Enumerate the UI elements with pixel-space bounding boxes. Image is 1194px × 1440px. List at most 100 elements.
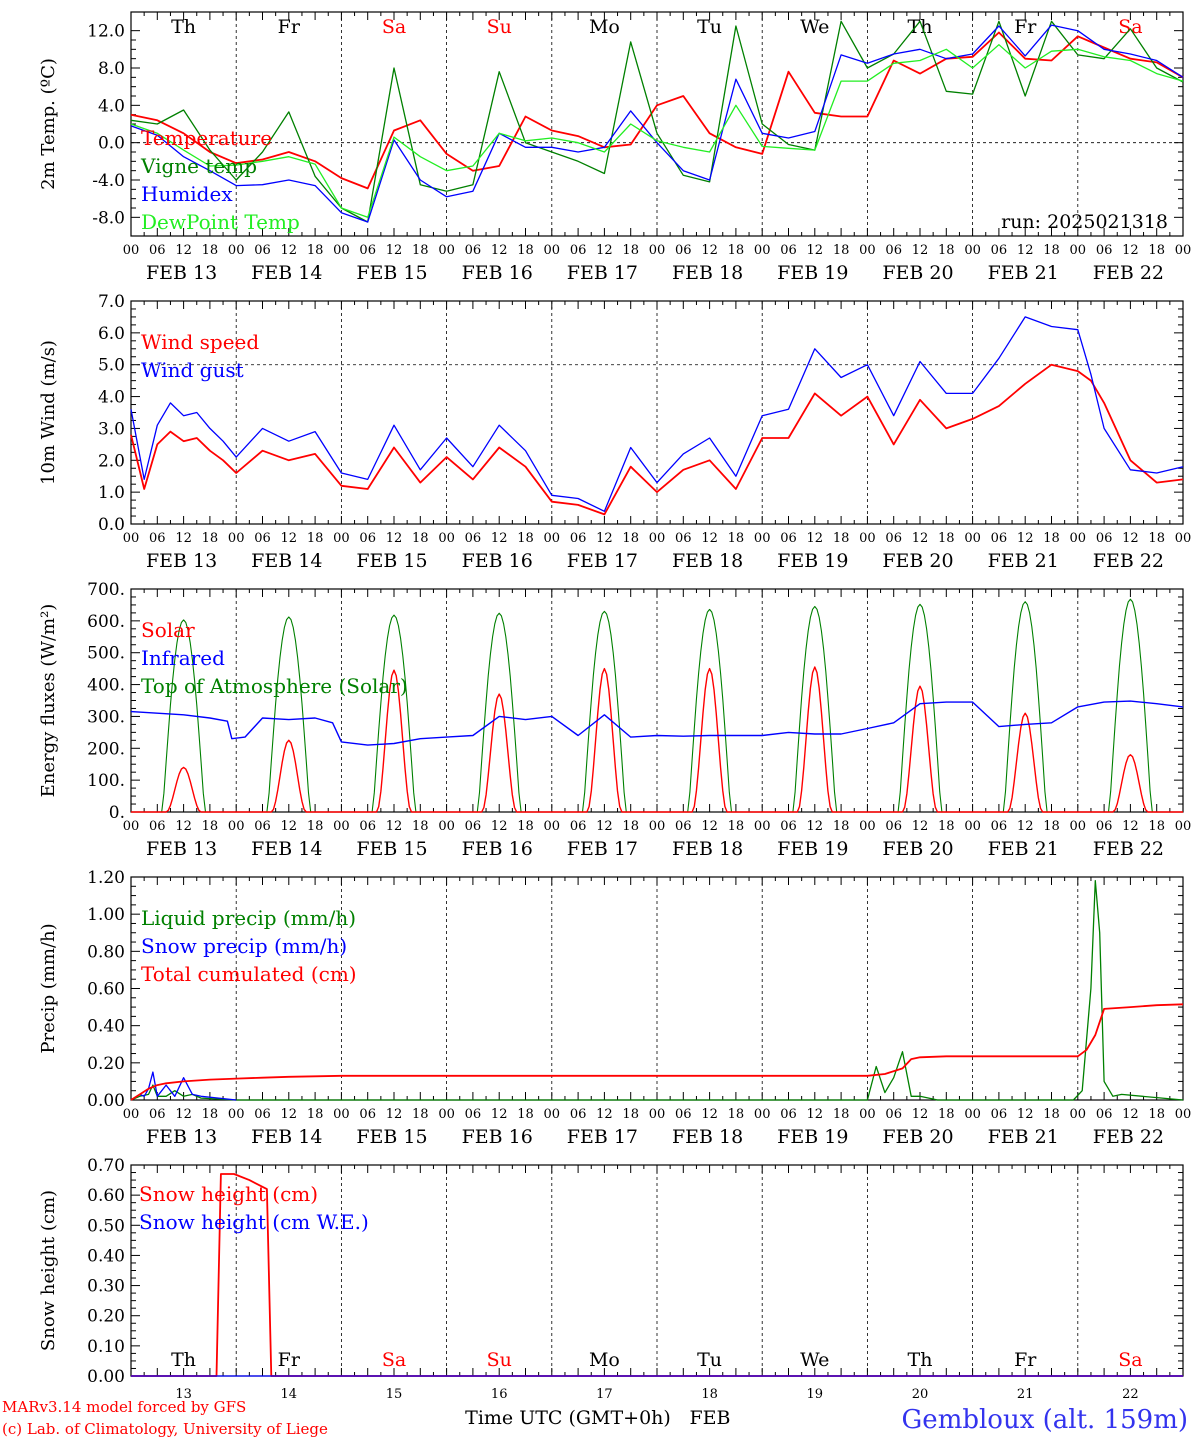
- energy-frame: [130, 588, 1184, 813]
- precip-ylabel: Precip (mm/h): [38, 923, 59, 1053]
- wind-hour-label: 12: [1017, 531, 1034, 546]
- precip-legend-entry: Snow precip (mm/h): [141, 934, 347, 958]
- temp-date-label: FEB 20: [882, 262, 953, 284]
- energy-hour-label: 06: [570, 819, 587, 834]
- precip-date-label: FEB 21: [988, 1126, 1059, 1148]
- wind-date-label: FEB 17: [567, 550, 638, 572]
- wind-hour-label: 12: [281, 531, 298, 546]
- temp-day-name: Sa: [1118, 16, 1142, 38]
- precip-date-label: FEB 14: [251, 1126, 322, 1148]
- energy-hour-label: 00: [228, 819, 245, 834]
- temp-ytick-label: 0.0: [98, 134, 125, 154]
- energy-hour-label-end: 00: [1175, 819, 1192, 834]
- snow-day-number: 21: [1017, 1387, 1034, 1402]
- temp-date-label: FEB 21: [988, 262, 1059, 284]
- temp-hour-label: 00: [1070, 243, 1087, 258]
- snow-ylabel: Snow height (cm): [38, 1190, 59, 1351]
- wind-hour-label: 18: [1043, 531, 1060, 546]
- precip-legend-entry: Liquid precip (mm/h): [141, 906, 356, 930]
- wind-date-label: FEB 16: [462, 550, 533, 572]
- wind-hour-label: 00: [333, 531, 350, 546]
- snow-day-name: We: [800, 1349, 829, 1371]
- energy-ytick-label: 300.: [87, 707, 125, 727]
- precip-hour-label: 18: [728, 1107, 745, 1122]
- wind-date-label: FEB 19: [777, 550, 848, 572]
- snow-day-name: Fr: [1014, 1349, 1037, 1371]
- precip-hour-label: 00: [228, 1107, 245, 1122]
- wind-hour-label: 06: [675, 531, 692, 546]
- snow-series-0: [131, 1173, 1183, 1377]
- wind-hour-label: 00: [754, 531, 771, 546]
- temp-day-name: Th: [171, 16, 196, 38]
- wind-hour-label: 06: [991, 531, 1008, 546]
- wind-hour-label: 12: [807, 531, 824, 546]
- energy-hour-label: 06: [991, 819, 1008, 834]
- wind-hour-label: 18: [833, 531, 850, 546]
- energy-hour-label: 00: [438, 819, 455, 834]
- wind-ytick-label: 5.0: [98, 356, 125, 376]
- precip-series-1: [130, 1071, 237, 1101]
- energy-hour-label: 00: [1070, 819, 1087, 834]
- snow-day-name: Sa: [382, 1349, 406, 1371]
- snow-ytick-label: 0.50: [87, 1216, 125, 1236]
- energy-hour-label: 12: [386, 819, 403, 834]
- temp-hour-label: 18: [1148, 243, 1165, 258]
- temp-ytick-label: 4.0: [98, 96, 125, 116]
- precip-hour-label: 00: [544, 1107, 561, 1122]
- wind-ytick-label: 2.0: [98, 451, 125, 471]
- energy-ytick-label: 400.: [87, 676, 125, 696]
- temp-legend-entry: Humidex: [141, 182, 233, 206]
- temp-hour-label: 00: [754, 243, 771, 258]
- energy-legend-entry: Solar: [141, 618, 195, 642]
- snow-day-number: 13: [175, 1387, 192, 1402]
- snow-day-name: Fr: [278, 1349, 301, 1371]
- energy-hour-label: 12: [175, 819, 192, 834]
- snow-ytick-label: 0.20: [87, 1307, 125, 1327]
- snow-day-name: Tu: [697, 1349, 722, 1371]
- temp-series-3: [130, 44, 1184, 218]
- snow-day-name: Su: [487, 1349, 512, 1371]
- energy-hour-label: 12: [596, 819, 613, 834]
- temp-hour-label: 12: [912, 243, 929, 258]
- precip-hour-label: 12: [1017, 1107, 1034, 1122]
- temp-frame: [130, 11, 1184, 237]
- wind-hour-label: 18: [622, 531, 639, 546]
- temp-hour-label: 06: [780, 243, 797, 258]
- energy-series-solar: [131, 666, 1183, 813]
- precip-hour-label: 06: [359, 1107, 376, 1122]
- temp-hour-label: 18: [412, 243, 429, 258]
- wind-hour-label: 00: [228, 531, 245, 546]
- precip-date-label: FEB 16: [462, 1126, 533, 1148]
- temp-hour-label: 18: [1043, 243, 1060, 258]
- precip-hour-label: 06: [149, 1107, 166, 1122]
- temp-hour-label: 06: [1096, 243, 1113, 258]
- snow-day-number: 19: [807, 1387, 824, 1402]
- snow-day-name: Th: [171, 1349, 196, 1371]
- precip-hour-label: 18: [202, 1107, 219, 1122]
- energy-date-label: FEB 13: [146, 838, 217, 860]
- wind-hour-label: 06: [465, 531, 482, 546]
- wind-hour-label: 00: [649, 531, 666, 546]
- energy-hour-label: 06: [465, 819, 482, 834]
- precip-hour-label: 00: [649, 1107, 666, 1122]
- wind-ytick-label: 3.0: [98, 419, 125, 439]
- temp-hour-label: 00: [649, 243, 666, 258]
- snow-day-name: Sa: [1118, 1349, 1142, 1371]
- precip-legend-entry: Total cumulated (cm): [141, 962, 357, 986]
- temp-day-name: Su: [487, 16, 512, 38]
- precip-hour-label: 18: [1043, 1107, 1060, 1122]
- temp-hour-label: 12: [175, 243, 192, 258]
- temp-hour-label: 00: [544, 243, 561, 258]
- snow-day-name: Th: [908, 1349, 933, 1371]
- energy-ytick-label: 700.: [87, 580, 125, 600]
- temp-hour-label: 18: [307, 243, 324, 258]
- precip-hour-label: 18: [1148, 1107, 1165, 1122]
- precip-date-label: FEB 20: [882, 1126, 953, 1148]
- energy-date-label: FEB 22: [1093, 838, 1164, 860]
- snow-day-number: 15: [386, 1387, 403, 1402]
- temp-hour-label: 18: [202, 243, 219, 258]
- precip-hour-label: 00: [754, 1107, 771, 1122]
- precip-hour-label: 12: [701, 1107, 718, 1122]
- energy-hour-label: 12: [1122, 819, 1139, 834]
- precip-date-label: FEB 18: [672, 1126, 743, 1148]
